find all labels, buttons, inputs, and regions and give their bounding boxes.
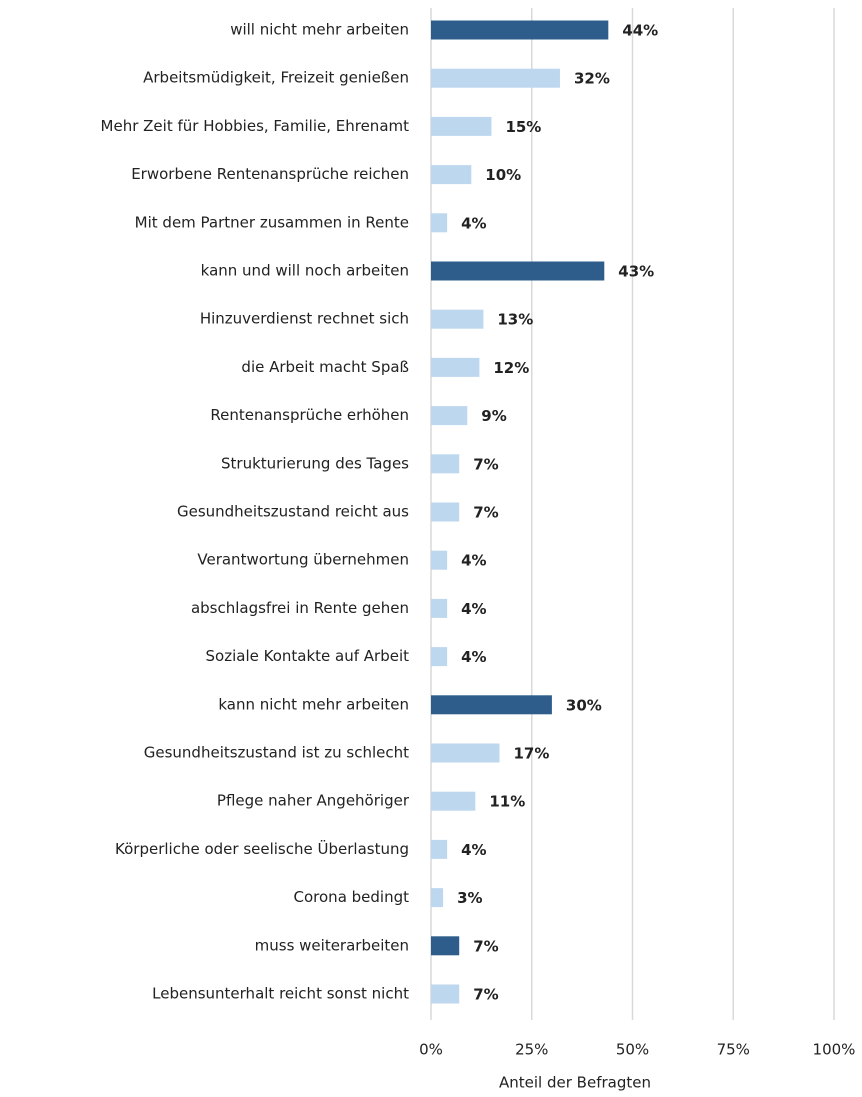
y-tick-label: Erworbene Rentenansprüche reichen <box>131 165 409 183</box>
y-tick-label: Pflege naher Angehöriger <box>217 792 410 810</box>
value-label: 12% <box>493 359 529 377</box>
value-label: 44% <box>622 22 658 40</box>
bar <box>431 165 472 185</box>
y-tick-label: Mit dem Partner zusammen in Rente <box>135 213 409 231</box>
y-tick-label: kann nicht mehr arbeiten <box>218 695 409 713</box>
value-label: 3% <box>457 889 482 907</box>
y-tick-label: muss weiterarbeiten <box>255 936 409 954</box>
bar <box>431 454 460 474</box>
y-tick-label: will nicht mehr arbeiten <box>230 21 409 39</box>
value-label: 4% <box>461 552 486 570</box>
bar <box>431 647 448 667</box>
bar <box>431 502 460 522</box>
y-tick-label: die Arbeit macht Spaß <box>241 358 409 376</box>
x-tick-label: 50% <box>616 1041 649 1059</box>
y-tick-label: Arbeitsmüdigkeit, Freizeit genießen <box>143 69 409 87</box>
x-tick-label: 75% <box>717 1041 750 1059</box>
y-tick-label: abschlagsfrei in Rente gehen <box>191 599 409 617</box>
bar <box>431 213 448 233</box>
value-label: 32% <box>574 70 610 88</box>
bar <box>431 68 560 88</box>
bar <box>431 598 448 618</box>
bar <box>431 20 609 40</box>
x-tick-label: 0% <box>419 1041 443 1059</box>
y-tick-label: Gesundheitszustand ist zu schlecht <box>144 744 409 762</box>
y-tick-label: Corona bedingt <box>294 888 410 906</box>
y-tick-label: Soziale Kontakte auf Arbeit <box>206 647 410 665</box>
value-label: 4% <box>461 648 486 666</box>
y-tick-label: Körperliche oder seelische Überlastung <box>115 839 409 858</box>
value-label: 7% <box>473 937 498 955</box>
y-tick-label: Strukturierung des Tages <box>221 454 409 472</box>
value-label: 13% <box>497 311 533 329</box>
bar <box>431 357 480 377</box>
value-label: 10% <box>485 166 521 184</box>
bar <box>431 984 460 1004</box>
y-tick-label: Lebensunterhalt reicht sonst nicht <box>152 985 409 1003</box>
bar <box>431 309 484 329</box>
x-axis-title: Anteil der Befragten <box>499 1074 651 1092</box>
y-tick-label: Rentenansprüche erhöhen <box>210 406 409 424</box>
value-label: 4% <box>461 600 486 618</box>
bar <box>431 936 460 956</box>
value-label: 17% <box>514 745 550 763</box>
y-tick-label: Verantwortung übernehmen <box>197 551 409 569</box>
bar <box>431 116 492 136</box>
bar <box>431 888 444 908</box>
value-label: 43% <box>618 263 654 281</box>
value-label: 7% <box>473 986 498 1004</box>
value-label: 30% <box>566 696 602 714</box>
bar <box>431 261 605 281</box>
value-label: 9% <box>481 407 506 425</box>
x-tick-label: 25% <box>515 1041 548 1059</box>
y-tick-label: Hinzuverdienst rechnet sich <box>200 310 409 328</box>
bar <box>431 695 552 715</box>
value-label: 7% <box>473 455 498 473</box>
bar <box>431 550 448 570</box>
bar <box>431 743 500 763</box>
value-label: 4% <box>461 214 486 232</box>
x-tick-label: 100% <box>813 1041 856 1059</box>
bar <box>431 839 448 859</box>
value-label: 11% <box>489 793 525 811</box>
y-tick-label: kann und will noch arbeiten <box>201 262 409 280</box>
bar <box>431 791 476 811</box>
value-label: 15% <box>505 118 541 136</box>
y-tick-label: Gesundheitszustand reicht aus <box>177 503 409 521</box>
value-label: 4% <box>461 841 486 859</box>
bar <box>431 406 468 426</box>
value-label: 7% <box>473 504 498 522</box>
y-tick-label: Mehr Zeit für Hobbies, Familie, Ehrenamt <box>101 117 410 135</box>
